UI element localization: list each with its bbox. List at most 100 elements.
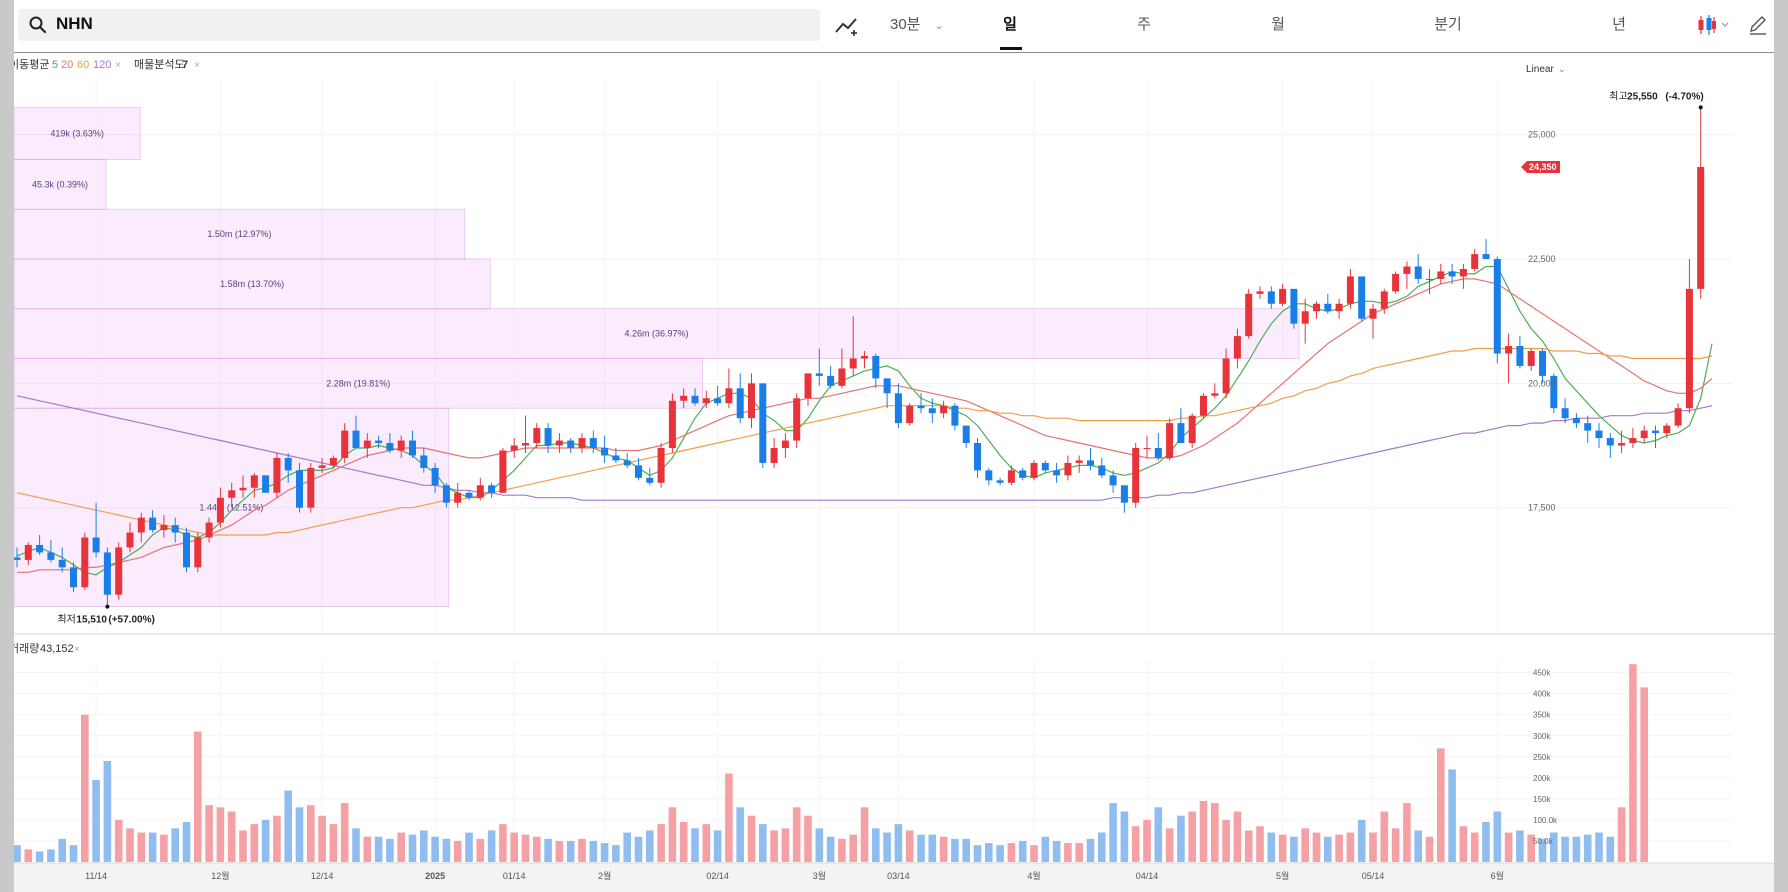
volume-bar: [1018, 840, 1027, 862]
volume-current: 43,152: [40, 643, 74, 655]
volume-bar: [1199, 800, 1208, 862]
candle-body: [1595, 430, 1603, 439]
tab-period-day[interactable]: 일: [1003, 16, 1017, 33]
chart-type-dropdown[interactable]: [1696, 10, 1730, 40]
profile-band-label: 419k (3.63%): [50, 128, 104, 138]
volume-bar: [1414, 830, 1422, 862]
candle-body: [1188, 415, 1196, 444]
candle-body: [522, 443, 529, 446]
volume-tick-label: 300k: [1533, 732, 1551, 741]
search-box[interactable]: NHN: [18, 9, 820, 41]
volume-axis: 450k 400k 350k 300k 250k 200k 150k 100.0k 50.0k: [1533, 669, 1558, 846]
candle-body: [533, 428, 541, 444]
candle-body: [612, 455, 620, 461]
volume-bar: [962, 838, 970, 862]
tab-period-month[interactable]: 월: [1271, 16, 1285, 33]
volume-bar: [499, 824, 507, 862]
volume-bar: [1064, 843, 1072, 862]
candle-body: [476, 485, 484, 498]
pencil-icon: [1750, 16, 1766, 35]
candle-body: [1414, 266, 1422, 279]
volume-bar: [691, 828, 699, 862]
edit-button[interactable]: [1748, 10, 1768, 40]
interval-dropdown[interactable]: 30분 ⌄: [890, 10, 950, 40]
volume-bar: [1516, 830, 1524, 862]
candle-body: [544, 428, 552, 446]
volume-bar: [1007, 843, 1016, 862]
tab-period-week[interactable]: 주: [1137, 16, 1151, 33]
close-icon[interactable]: ×: [74, 644, 80, 655]
volume-bar: [759, 824, 767, 862]
candle-body: [420, 455, 428, 468]
volume-bar: [1290, 836, 1298, 862]
volume-bar: [600, 843, 609, 862]
candle-body: [1674, 408, 1682, 426]
low-marker: [105, 604, 110, 609]
volume-bar: [92, 779, 100, 862]
search-input[interactable]: NHN: [56, 14, 93, 33]
candle-body: [827, 375, 835, 386]
price-tick-label: 25,000: [1528, 130, 1556, 140]
volume-bar: [623, 832, 631, 862]
volume-bar: [578, 838, 586, 862]
close-icon[interactable]: ×: [194, 60, 200, 71]
volume-bar: [261, 819, 270, 862]
candle-body: [1279, 288, 1287, 304]
ma-line-120: [16, 395, 1713, 501]
candle-body: [657, 448, 665, 483]
candle-body: [1098, 465, 1106, 476]
chart-area[interactable]: 419k (3.63%) 45.3k (0.39%) 1.50m (12.97%) 1…: [14, 52, 1774, 892]
candle-body: [149, 517, 157, 531]
scale-mode-dropdown[interactable]: Linear: [1526, 64, 1554, 75]
candle-body: [36, 544, 44, 553]
tab-period-quarter[interactable]: 분기: [1434, 16, 1462, 33]
volume-bar: [612, 845, 620, 862]
low-annotation: 최저 15,510 (+57.00%): [57, 604, 155, 626]
trend-line-icon: [835, 18, 857, 36]
candle-body: [1301, 311, 1309, 324]
volume-bar: [35, 851, 44, 862]
candle-body: [1166, 423, 1174, 458]
volume-bar: [137, 832, 146, 862]
volume-bar: [1538, 838, 1547, 862]
drawing-tool-button[interactable]: [834, 10, 862, 40]
volume-bar: [295, 807, 304, 862]
volume-bar: [951, 838, 959, 862]
volume-bar: [1278, 834, 1287, 862]
candle-body: [1358, 276, 1366, 319]
ma-legend-120: 120: [93, 59, 111, 71]
candle-body: [1392, 273, 1400, 292]
volume-bar: [996, 845, 1004, 862]
candle-body: [928, 408, 936, 414]
volume-bar: [555, 840, 564, 862]
tab-period-year[interactable]: 년: [1612, 16, 1626, 33]
volume-bar: [1222, 819, 1230, 862]
candle-body: [1335, 303, 1343, 312]
volume-bar: [1357, 819, 1366, 862]
time-tick-label: 04/14: [1136, 871, 1159, 881]
candle-body: [589, 438, 597, 448]
profile-legend-value: 7: [182, 59, 188, 71]
volume-bar: [781, 828, 790, 862]
candle-body: [940, 405, 948, 414]
candle-body: [1685, 288, 1693, 409]
volume-bar: [725, 773, 733, 862]
price-grid: [14, 80, 1732, 632]
volume-bar: [1177, 815, 1185, 862]
volume-bar: [69, 845, 78, 862]
candle-body: [951, 405, 959, 426]
volume-bar: [917, 834, 925, 862]
candle-body: [883, 378, 891, 394]
close-icon[interactable]: ×: [115, 60, 121, 71]
volume-bar: [1154, 807, 1163, 862]
volume-tick-label: 450k: [1533, 669, 1551, 678]
active-tab-indicator: [1000, 47, 1022, 50]
volume-bar: [1312, 832, 1321, 862]
candle-body: [996, 480, 1004, 483]
candle-body: [702, 398, 710, 404]
volume-bar: [1120, 811, 1129, 862]
last-price-label: 24,350: [1529, 162, 1557, 172]
volume-bar: [465, 832, 473, 862]
volume-bar: [533, 836, 541, 862]
volume-bar: [1165, 828, 1174, 862]
